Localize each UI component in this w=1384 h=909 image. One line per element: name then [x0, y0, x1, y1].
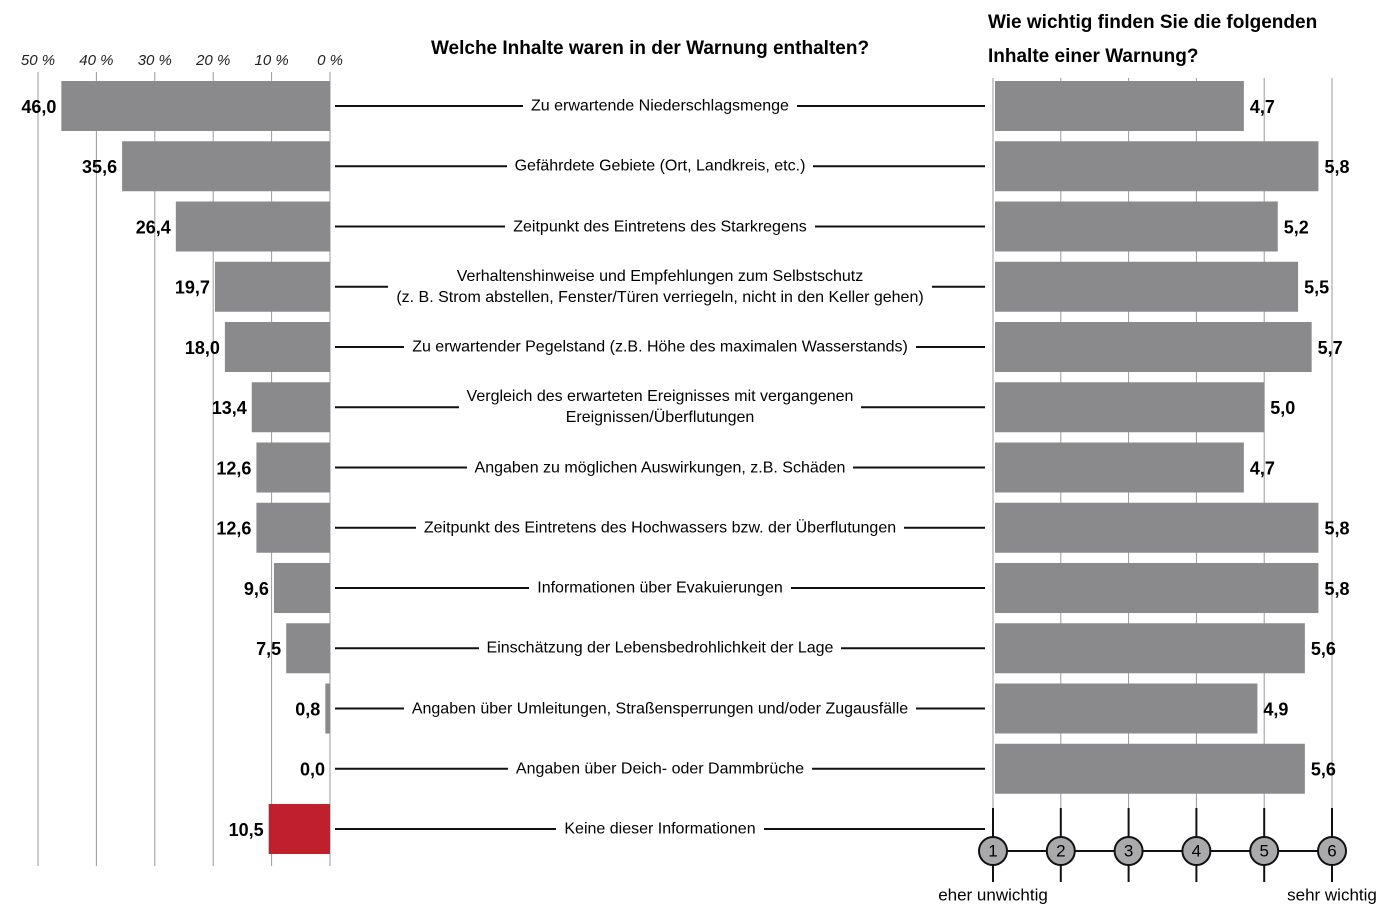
- tick-circle: [1113, 836, 1144, 866]
- value-label: 18,0: [185, 338, 220, 358]
- bar: [224, 322, 330, 372]
- bar: [995, 623, 1305, 674]
- value-label: 0,8: [295, 699, 320, 719]
- value-label: 5,6: [1311, 639, 1336, 659]
- bar: [995, 743, 1305, 794]
- x-tick-label: 50 %: [21, 52, 55, 69]
- category-text: Angaben über Deich- oder Dammbrüche: [507, 758, 813, 780]
- bar: [61, 81, 331, 131]
- bar: [995, 683, 1258, 734]
- category-label: Zu erwartende Niederschlagsmenge: [335, 95, 985, 117]
- tick-circle: [1045, 836, 1076, 866]
- category-text: Gefährdete Gebiete (Ort, Landkreis, etc.…: [506, 155, 814, 177]
- x-tick-label: 40 %: [79, 52, 113, 69]
- category-label: Vergleich des erwarteten Ereignisses mit…: [335, 386, 985, 429]
- value-label: 10,5: [229, 820, 264, 840]
- value-label: 5,2: [1284, 217, 1309, 237]
- category-label: Angaben zu möglichen Auswirkungen, z.B. …: [335, 457, 985, 478]
- bar: [995, 201, 1278, 252]
- x-tick-label: 4: [1192, 841, 1201, 860]
- category-text: Angaben über Umleitungen, Straßensperrun…: [403, 698, 917, 719]
- category-label: Angaben über Umleitungen, Straßensperrun…: [335, 698, 985, 719]
- value-label: 4,9: [1263, 699, 1288, 719]
- category-label: Zeitpunkt des Eintretens des Hochwassers…: [335, 517, 985, 539]
- value-label: 12,6: [216, 458, 251, 478]
- value-label: 5,8: [1324, 579, 1349, 599]
- tick-circle: [1249, 836, 1280, 866]
- value-label: 5,0: [1270, 398, 1295, 418]
- bar: [175, 201, 330, 252]
- x-axis-label: eher unwichtig: [938, 885, 1048, 904]
- bar: [214, 261, 330, 312]
- category-label: Verhaltenshinweise und Empfehlungen zum …: [335, 265, 985, 308]
- category-text: Vergleich des erwarteten Ereignisses mit…: [458, 386, 862, 429]
- tick-circle: [1317, 836, 1347, 866]
- value-label: 5,5: [1304, 278, 1329, 298]
- category-text: Informationen über Evakuierungen: [529, 577, 791, 599]
- value-label: 4,7: [1250, 458, 1275, 478]
- category-text: Angaben zu möglichen Auswirkungen, z.B. …: [466, 457, 854, 478]
- bar: [268, 804, 330, 854]
- category-label: Informationen über Evakuierungen: [335, 577, 985, 599]
- x-tick-label: 20 %: [195, 52, 230, 69]
- right-title: Wie wichtig finden Sie die folgenden Inh…: [988, 12, 1318, 67]
- category-label: Zeitpunkt des Eintretens des Starkregens: [335, 216, 985, 237]
- x-tick-label: 0 %: [317, 52, 343, 69]
- category-label: Keine dieser Informationen: [335, 818, 985, 840]
- x-tick-label: 30 %: [138, 52, 172, 69]
- x-tick-label: 6: [1327, 841, 1336, 860]
- category-text: Zeitpunkt des Eintretens des Starkregens: [505, 216, 815, 237]
- x-tick-label: 1: [988, 841, 997, 860]
- x-tick-label: 2: [1056, 841, 1065, 860]
- value-label: 19,7: [175, 278, 210, 298]
- bar: [273, 563, 330, 613]
- tick-circle: [1181, 836, 1212, 866]
- bar: [995, 502, 1319, 553]
- value-label: 12,6: [216, 519, 251, 539]
- bar: [256, 502, 330, 553]
- category-text: Keine dieser Informationen: [556, 818, 764, 840]
- value-label: 35,6: [82, 157, 117, 177]
- x-tick-label: 5: [1259, 841, 1268, 860]
- bar: [286, 623, 330, 674]
- x-axis-label: sehr wichtig: [1287, 885, 1377, 904]
- value-label: 26,4: [136, 217, 171, 237]
- bar: [256, 442, 330, 493]
- value-label: 5,7: [1318, 338, 1343, 358]
- bar: [995, 382, 1265, 433]
- value-label: 0,0: [300, 760, 325, 780]
- bar: [995, 563, 1319, 613]
- value-label: 13,4: [212, 398, 247, 418]
- value-label: 4,7: [1250, 97, 1275, 117]
- bar: [995, 261, 1299, 312]
- bar: [995, 81, 1244, 131]
- category-text: Einschätzung der Lebensbedrohlichkeit de…: [478, 637, 842, 659]
- category-label: Einschätzung der Lebensbedrohlichkeit de…: [335, 637, 985, 659]
- value-label: 5,6: [1311, 760, 1336, 780]
- x-tick-label: 10 %: [254, 52, 288, 69]
- value-label: 46,0: [21, 97, 56, 117]
- bar: [251, 382, 330, 433]
- bar: [995, 442, 1244, 493]
- bar: [995, 322, 1312, 372]
- category-label: Angaben über Deich- oder Dammbrüche: [335, 758, 985, 780]
- category-text: Zu erwartende Niederschlagsmenge: [523, 95, 797, 117]
- left-title: Welche Inhalte waren in der Warnung enth…: [430, 38, 870, 59]
- bar: [995, 141, 1319, 192]
- category-text: Zu erwartender Pegelstand (z.B. Höhe des…: [404, 336, 916, 358]
- value-label: 5,8: [1324, 519, 1349, 539]
- bar: [325, 683, 330, 734]
- category-label: Gefährdete Gebiete (Ort, Landkreis, etc.…: [335, 155, 985, 177]
- x-tick-label: 3: [1124, 841, 1133, 860]
- value-label: 9,6: [244, 579, 269, 599]
- value-label: 7,5: [256, 639, 281, 659]
- category-text: Zeitpunkt des Eintretens des Hochwassers…: [415, 517, 905, 539]
- bar: [122, 141, 330, 192]
- tick-circle: [978, 836, 1008, 866]
- category-label: Zu erwartender Pegelstand (z.B. Höhe des…: [335, 336, 985, 358]
- category-text: Verhaltenshinweise und Empfehlungen zum …: [388, 265, 932, 308]
- value-label: 5,8: [1324, 157, 1349, 177]
